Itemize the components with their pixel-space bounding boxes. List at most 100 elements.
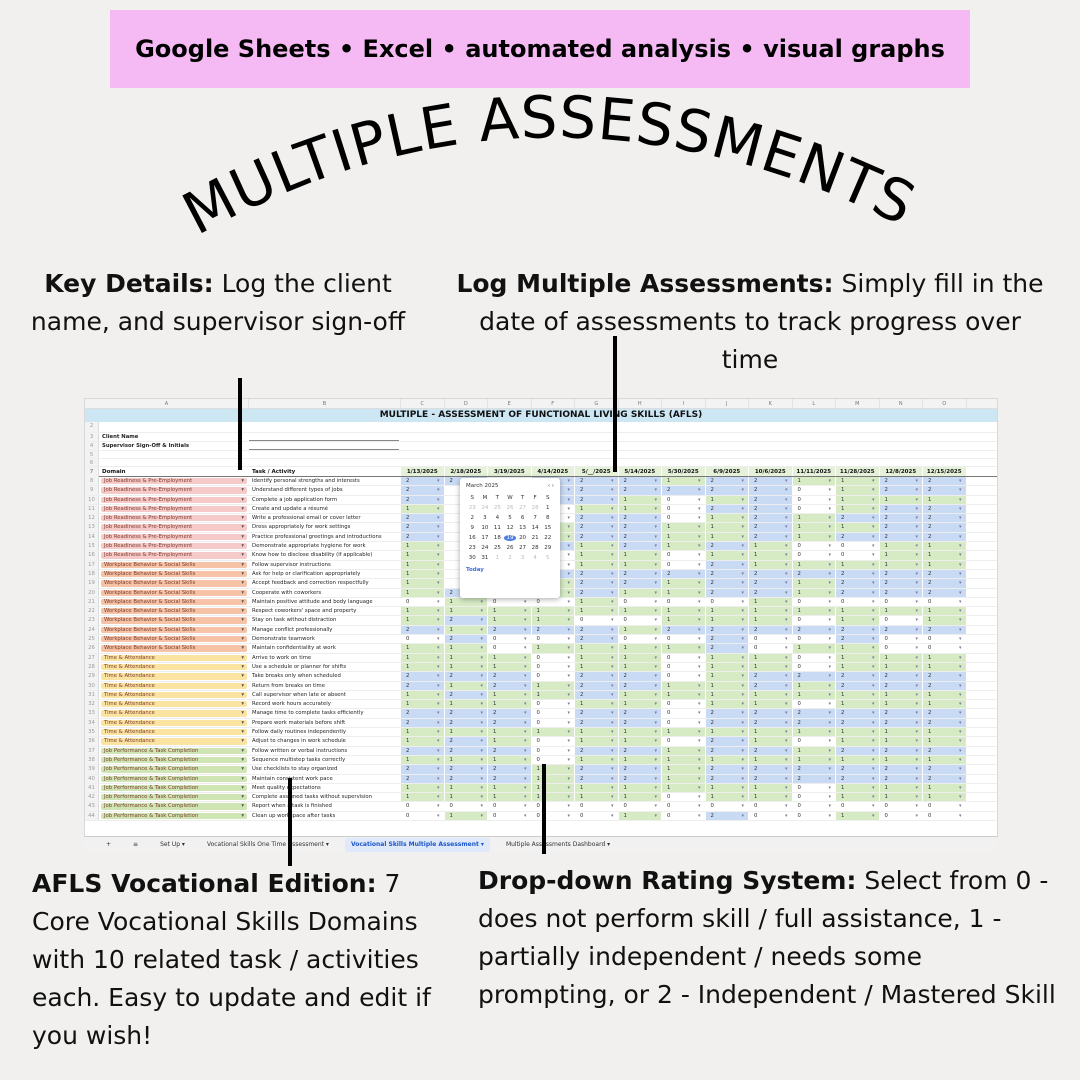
rating-dropdown[interactable]: 1 <box>705 690 749 700</box>
domain-dropdown[interactable]: Job Performance & Task Completion <box>101 784 247 792</box>
rating-dropdown[interactable]: 1 <box>488 616 532 626</box>
domain-dropdown[interactable]: Time & Attendance <box>101 738 247 745</box>
rating-dropdown[interactable]: 2 <box>444 765 488 775</box>
row-number[interactable]: 14 <box>85 532 99 542</box>
rating-dropdown[interactable]: 0 <box>879 597 923 608</box>
rating-dropdown[interactable]: 1 <box>879 653 923 663</box>
rating-dropdown[interactable]: 1 <box>662 728 706 738</box>
rating-dropdown[interactable]: 0 <box>662 551 706 561</box>
rating-dropdown[interactable]: 2 <box>879 532 923 542</box>
calendar-day[interactable]: 3 <box>483 515 487 521</box>
row-number[interactable]: 42 <box>85 793 99 802</box>
rating-dropdown[interactable]: 1 <box>575 737 619 747</box>
column-letter[interactable]: I <box>662 399 706 408</box>
rating-dropdown[interactable]: 1 <box>705 700 749 710</box>
rating-dropdown[interactable]: 1 <box>836 495 880 505</box>
rating-dropdown[interactable]: 2 <box>923 486 967 496</box>
rating-dropdown[interactable]: 2 <box>923 625 967 635</box>
rating-dropdown[interactable]: 0 <box>575 616 619 626</box>
rating-dropdown[interactable]: 1 <box>792 728 836 738</box>
rating-dropdown[interactable]: 2 <box>836 569 880 580</box>
rating-dropdown[interactable]: 1 <box>618 644 662 654</box>
domain-dropdown[interactable]: Time & Attendance <box>101 701 247 708</box>
rating-dropdown[interactable]: 1 <box>836 811 880 821</box>
all-sheets-button[interactable]: ≡ <box>133 840 139 848</box>
rating-dropdown[interactable]: 2 <box>792 709 836 719</box>
rating-dropdown[interactable]: 1 <box>923 662 967 673</box>
rating-dropdown[interactable]: 2 <box>705 746 749 756</box>
row-number[interactable]: 39 <box>85 765 99 774</box>
rating-dropdown[interactable]: 1 <box>531 728 575 738</box>
rating-dropdown[interactable]: 2 <box>618 569 662 580</box>
rating-dropdown[interactable]: 2 <box>879 625 923 635</box>
rating-dropdown[interactable]: 0 <box>531 635 575 645</box>
rating-dropdown[interactable]: 1 <box>401 783 445 793</box>
domain-dropdown[interactable]: Workplace Behavior & Social Skills <box>101 636 247 643</box>
rating-dropdown[interactable]: 1 <box>662 588 706 598</box>
rating-dropdown[interactable]: 2 <box>792 625 836 635</box>
rating-dropdown[interactable]: 1 <box>705 793 749 803</box>
rating-dropdown[interactable]: 1 <box>575 504 619 515</box>
calendar-day[interactable]: 4 <box>495 515 500 521</box>
calendar-day[interactable]: 11 <box>493 525 501 531</box>
rating-dropdown[interactable]: 1 <box>444 607 488 617</box>
rating-dropdown[interactable]: 1 <box>401 542 445 552</box>
rating-dropdown[interactable]: 2 <box>879 765 923 775</box>
calendar-day[interactable]: 10 <box>481 525 489 531</box>
rating-dropdown[interactable]: 2 <box>401 672 445 682</box>
calendar-day[interactable]: 25 <box>493 505 501 511</box>
assessment-date[interactable]: 11/11/2025 <box>792 467 836 476</box>
rating-dropdown[interactable]: 1 <box>444 755 488 766</box>
rating-dropdown[interactable]: 1 <box>444 728 488 738</box>
rating-dropdown[interactable]: 0 <box>749 635 793 645</box>
rating-dropdown[interactable]: 0 <box>662 672 706 682</box>
rating-dropdown[interactable]: 2 <box>662 625 706 635</box>
rating-dropdown[interactable]: 1 <box>749 755 793 766</box>
rating-dropdown[interactable]: 1 <box>923 728 967 738</box>
rating-dropdown[interactable]: 1 <box>662 690 706 700</box>
rating-dropdown[interactable]: 2 <box>575 718 619 728</box>
rating-dropdown[interactable]: 0 <box>792 542 836 552</box>
rating-dropdown[interactable]: 1 <box>618 783 662 793</box>
rating-dropdown[interactable]: 2 <box>401 532 445 542</box>
calendar-day[interactable]: 19 <box>503 535 517 541</box>
rating-dropdown[interactable]: 1 <box>836 560 880 570</box>
rating-dropdown[interactable]: 0 <box>662 495 706 505</box>
rating-dropdown[interactable]: 0 <box>836 542 880 552</box>
rating-dropdown[interactable]: 2 <box>444 709 488 719</box>
rating-dropdown[interactable]: 1 <box>575 607 619 617</box>
rating-dropdown[interactable]: 1 <box>879 560 923 570</box>
rating-dropdown[interactable]: 0 <box>488 597 532 608</box>
rating-dropdown[interactable]: 0 <box>792 495 836 505</box>
date-picker[interactable]: March 2025 ‹ › S M T W T F S 23 24 25 26 27 28 1 2 3 4 5 6 7… <box>460 478 560 598</box>
domain-dropdown[interactable]: Time & Attendance <box>101 663 247 671</box>
calendar-day[interactable]: 3 <box>520 555 525 561</box>
rating-dropdown[interactable]: 2 <box>923 746 967 756</box>
rating-dropdown[interactable]: 2 <box>923 514 967 524</box>
domain-dropdown[interactable]: Job Performance & Task Completion <box>101 775 247 782</box>
calendar-day[interactable]: 9 <box>470 525 475 531</box>
rating-dropdown[interactable]: 2 <box>705 625 749 635</box>
rating-dropdown[interactable]: 2 <box>749 765 793 775</box>
rating-dropdown[interactable]: 1 <box>662 616 706 626</box>
rating-dropdown[interactable]: 2 <box>575 579 619 589</box>
assessment-date[interactable]: 4/14/2025 <box>531 467 575 476</box>
rating-dropdown[interactable]: 1 <box>444 597 488 608</box>
rating-dropdown[interactable]: 2 <box>836 746 880 756</box>
rating-dropdown[interactable]: 2 <box>444 746 488 756</box>
domain-dropdown[interactable]: Workplace Behavior & Social Skills <box>101 589 247 596</box>
rating-dropdown[interactable]: 0 <box>401 802 445 812</box>
add-sheet-button[interactable]: + <box>106 840 112 848</box>
rating-dropdown[interactable]: 1 <box>531 607 575 617</box>
rating-dropdown[interactable]: 2 <box>401 523 445 533</box>
rating-dropdown[interactable]: 2 <box>923 588 967 598</box>
rating-dropdown[interactable]: 0 <box>749 802 793 812</box>
rating-dropdown[interactable]: 1 <box>401 560 445 570</box>
row-number[interactable]: 31 <box>85 690 99 700</box>
rating-dropdown[interactable]: 1 <box>575 662 619 673</box>
rating-dropdown[interactable]: 2 <box>836 514 880 524</box>
rating-dropdown[interactable]: 2 <box>618 672 662 682</box>
rating-dropdown[interactable]: 0 <box>923 644 967 654</box>
rating-dropdown[interactable]: 1 <box>879 607 923 617</box>
calendar-day[interactable]: 6 <box>520 515 525 521</box>
